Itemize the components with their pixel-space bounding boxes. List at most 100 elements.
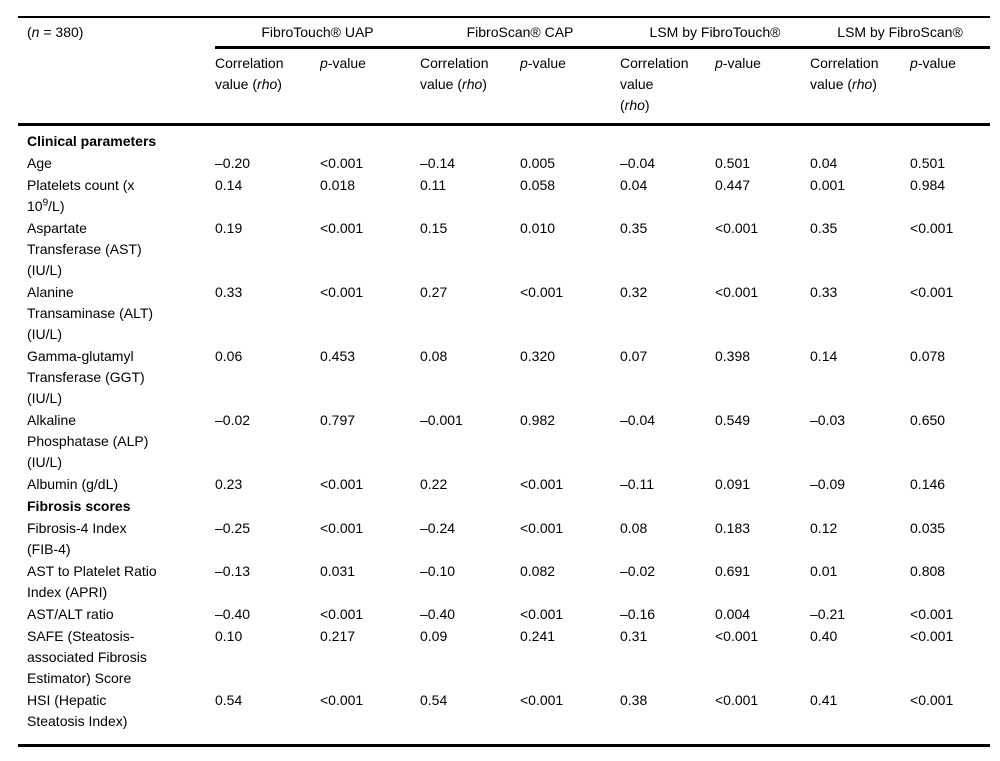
- row-label: Albumin (g/dL): [27, 476, 119, 492]
- correlation-subheader: Correlation value (rho): [215, 47, 320, 126]
- cell-value: 0.091: [715, 476, 751, 492]
- pvalue-subheader: p-value: [910, 47, 991, 126]
- cell-value: 0.501: [910, 155, 946, 171]
- cell-value: 0.33: [215, 284, 243, 300]
- cell-value: 0.19: [215, 220, 243, 236]
- cell-value: 0.183: [715, 520, 751, 536]
- cell-value: 0.35: [620, 220, 648, 236]
- cell-value: <0.001: [320, 692, 364, 708]
- cell-value: 0.797: [320, 412, 356, 428]
- row-label: Aspartate Transferase (AST) (IU/L): [27, 220, 142, 278]
- cell-value: 0.14: [215, 177, 243, 193]
- cell-value: <0.001: [320, 520, 364, 536]
- row-label: AST/ALT ratio: [27, 606, 114, 622]
- cell-value: 0.06: [215, 348, 243, 364]
- cell-value: 0.082: [520, 563, 556, 579]
- column-group-header: FibroTouch® UAP: [215, 17, 420, 49]
- cell-value: 0.14: [810, 348, 838, 364]
- row-label: Platelets count (x 109/L): [27, 177, 135, 214]
- row-label: Alanine Transaminase (ALT) (IU/L): [27, 284, 154, 342]
- cell-value: <0.001: [520, 520, 564, 536]
- cell-value: 0.691: [715, 563, 751, 579]
- cell-value: 0.08: [620, 520, 648, 536]
- cell-value: –0.20: [215, 155, 251, 171]
- cell-value: –0.13: [215, 563, 251, 579]
- cell-value: –0.11: [620, 476, 654, 492]
- cell-value: –0.25: [215, 520, 251, 536]
- cell-value: <0.001: [910, 220, 954, 236]
- cell-value: <0.001: [715, 284, 759, 300]
- table-row: Gamma-glutamyl Transferase (GGT) (IU/L) 0.0…: [18, 346, 990, 410]
- cell-value: 0.982: [520, 412, 556, 428]
- cell-value: 0.07: [620, 348, 648, 364]
- cell-value: 0.08: [420, 348, 448, 364]
- cell-value: 0.33: [810, 284, 838, 300]
- cell-value: 0.018: [320, 177, 356, 193]
- table-row: SAFE (Steatosis-associated Fibrosis Estim…: [18, 626, 990, 690]
- pvalue-subheader: p-value: [715, 47, 811, 126]
- cell-value: –0.40: [215, 606, 251, 622]
- cell-value: –0.40: [420, 606, 456, 622]
- cell-value: –0.001: [420, 412, 463, 428]
- column-group-header: LSM by FibroTouch®: [620, 17, 811, 49]
- cell-value: 0.15: [420, 220, 448, 236]
- row-label: Gamma-glutamyl Transferase (GGT) (IU/L): [27, 348, 145, 406]
- cell-value: 0.058: [520, 177, 556, 193]
- cell-value: <0.001: [520, 606, 564, 622]
- cell-value: 0.010: [520, 220, 556, 236]
- section-header: Clinical parameters: [27, 133, 157, 149]
- cell-value: <0.001: [715, 220, 759, 236]
- cell-value: 0.01: [810, 563, 838, 579]
- cell-value: 0.27: [420, 284, 448, 300]
- cell-value: 0.031: [320, 563, 356, 579]
- cell-value: <0.001: [320, 606, 364, 622]
- cell-value: 0.984: [910, 177, 946, 193]
- cell-value: –0.14: [420, 155, 456, 171]
- column-group-header: FibroScan® CAP: [420, 17, 620, 49]
- cell-value: 0.320: [520, 348, 556, 364]
- cell-value: <0.001: [910, 606, 954, 622]
- pvalue-subheader: p-value: [320, 47, 420, 126]
- row-label: Fibrosis-4 Index (FIB-4): [27, 520, 127, 557]
- correlation-subheader: Correlation value (rho): [620, 47, 715, 126]
- cell-value: 0.35: [810, 220, 838, 236]
- cell-value: 0.650: [910, 412, 946, 428]
- correlation-table: (n = 380) FibroTouch® UAP FibroScan® CAP L…: [18, 16, 991, 747]
- cell-value: 0.453: [320, 348, 356, 364]
- cell-value: 0.398: [715, 348, 751, 364]
- cell-value: <0.001: [320, 476, 364, 492]
- row-label: AST to Platelet Ratio Index (APRI): [27, 563, 157, 600]
- cell-value: 0.12: [810, 520, 838, 536]
- cell-value: 0.41: [810, 692, 838, 708]
- table-body: Clinical parameters Age –0.20 <0.001 –0.14 0.…: [18, 125, 990, 746]
- cell-value: <0.001: [320, 155, 364, 171]
- cell-value: <0.001: [320, 284, 364, 300]
- cell-value: 0.38: [620, 692, 648, 708]
- table-row: Age –0.20 <0.001 –0.14 0.005 –0.04 0.501 0.04 0.…: [18, 153, 990, 175]
- row-label: HSI (Hepatic Steatosis Index): [27, 692, 128, 729]
- cell-value: 0.001: [810, 177, 846, 193]
- cell-value: 0.04: [620, 177, 648, 193]
- cell-value: <0.001: [715, 692, 759, 708]
- cell-value: –0.02: [620, 563, 656, 579]
- cell-value: –0.21: [810, 606, 846, 622]
- cell-value: 0.23: [215, 476, 243, 492]
- sample-size-header: (n = 380): [18, 17, 215, 126]
- pvalue-subheader: p-value: [520, 47, 620, 126]
- cell-value: 0.217: [320, 628, 356, 644]
- cell-value: –0.09: [810, 476, 846, 492]
- cell-value: 0.004: [715, 606, 751, 622]
- table-row: Alkaline Phosphatase (ALP) (IU/L) –0.02 0.79…: [18, 410, 990, 474]
- cell-value: <0.001: [320, 220, 364, 236]
- cell-value: –0.03: [810, 412, 846, 428]
- cell-value: <0.001: [910, 692, 954, 708]
- cell-value: –0.24: [420, 520, 456, 536]
- cell-value: 0.501: [715, 155, 751, 171]
- table-row: AST/ALT ratio –0.40 <0.001 –0.40 <0.001 –0.16…: [18, 604, 990, 626]
- subheader-row: Correlation value (rho) p-value Correlation…: [18, 47, 991, 126]
- cell-value: 0.005: [520, 155, 556, 171]
- cell-value: 0.241: [520, 628, 556, 644]
- cell-value: –0.04: [620, 412, 656, 428]
- row-label: SAFE (Steatosis-associated Fibrosis Estim…: [27, 628, 147, 686]
